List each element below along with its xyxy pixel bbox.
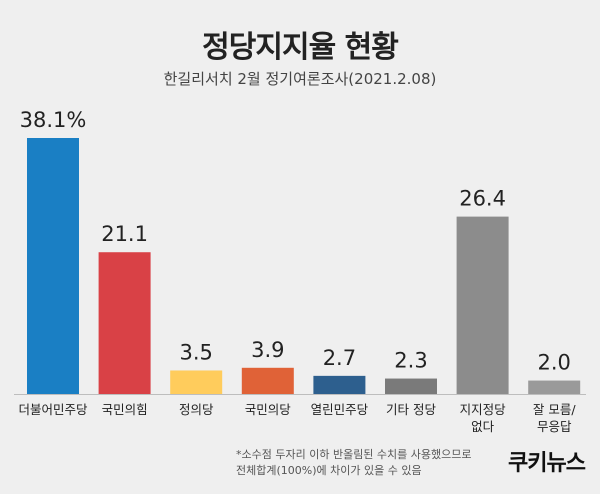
- footnote-line-1: *소수점 두자리 이하 반올림된 수치를 사용했으므로: [236, 448, 472, 461]
- footnote: *소수점 두자리 이하 반올림된 수치를 사용했으므로 전체합계(100%)에 …: [236, 447, 472, 479]
- bar-3: [241, 367, 294, 394]
- footnote-line-2: 전체합계(100%)에 차이가 있을 수 있음: [236, 464, 422, 477]
- value-label-2: 3.5: [179, 340, 212, 364]
- value-label-1: 21.1: [101, 222, 148, 246]
- bar-4: [313, 375, 366, 394]
- value-label-3: 3.9: [251, 338, 284, 362]
- chart-title: 정당지지율 현황: [202, 30, 399, 65]
- category-label-4: 열린민주당: [311, 402, 369, 417]
- value-label-7: 2.0: [537, 351, 570, 375]
- bar-1: [98, 252, 151, 394]
- category-label-5: 기타 정당: [386, 402, 436, 417]
- value-label-6: 26.4: [459, 187, 506, 211]
- category-label-3: 국민의당: [245, 402, 292, 417]
- bar-5: [385, 378, 437, 394]
- brand-logo: 쿠키뉴스: [508, 451, 586, 476]
- category-label-7-line-1: 무응답: [537, 419, 572, 434]
- category-label-7-line-0: 잘 모름/: [533, 402, 576, 417]
- bar-7: [528, 380, 581, 394]
- bar-6: [456, 216, 509, 394]
- value-label-4: 2.7: [323, 346, 356, 370]
- value-label-0: 38.1%: [20, 108, 87, 132]
- bar-0: [27, 138, 79, 394]
- chart-subtitle: 한길리서치 2월 정기여론조사(2021.2.08): [163, 70, 437, 88]
- category-label-1: 국민의힘: [102, 402, 148, 417]
- category-label-0: 더불어민주당: [18, 402, 88, 417]
- category-label-6-line-1: 없다: [471, 419, 495, 434]
- value-label-5: 2.3: [394, 349, 427, 373]
- category-label-6-line-0: 지지정당: [460, 402, 507, 417]
- category-label-2: 정의당: [179, 402, 214, 417]
- bar-2: [170, 370, 223, 394]
